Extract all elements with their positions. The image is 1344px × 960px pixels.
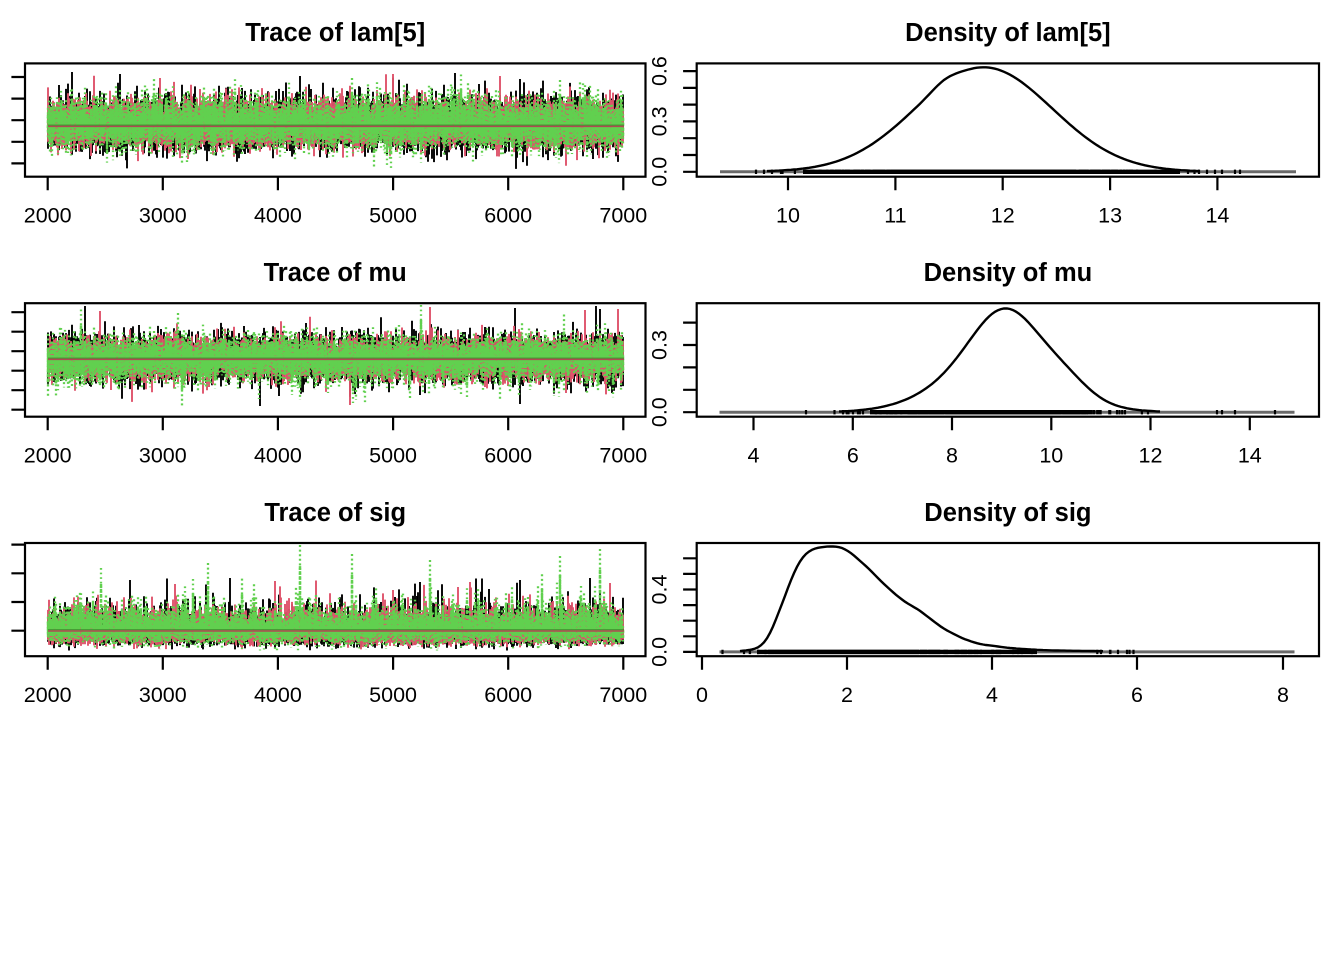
svg-text:Trace of mu: Trace of mu [264,259,407,287]
svg-text:6000: 6000 [484,683,532,707]
svg-text:5000: 5000 [369,203,417,227]
svg-text:Trace of lam[5]: Trace of lam[5] [245,19,425,47]
svg-text:13: 13 [1098,203,1122,227]
svg-text:6: 6 [847,443,859,467]
svg-text:14: 14 [1205,203,1229,227]
svg-text:4000: 4000 [254,443,302,467]
svg-text:3000: 3000 [139,683,187,707]
svg-text:4: 4 [748,443,760,467]
svg-text:Density of sig: Density of sig [924,499,1091,527]
svg-text:2000: 2000 [24,203,72,227]
svg-text:Trace of sig: Trace of sig [264,499,406,527]
svg-text:10: 10 [776,203,800,227]
svg-text:5000: 5000 [369,683,417,707]
svg-text:5000: 5000 [369,443,417,467]
svg-text:0.3: 0.3 [648,106,672,136]
svg-text:Density of mu: Density of mu [924,259,1093,287]
svg-text:10: 10 [1039,443,1063,467]
svg-text:0.4: 0.4 [648,575,672,605]
svg-text:6: 6 [1131,683,1143,707]
svg-text:3000: 3000 [139,203,187,227]
svg-text:2000: 2000 [24,683,72,707]
svg-text:0.0: 0.0 [648,637,672,667]
svg-text:7000: 7000 [599,683,647,707]
svg-text:6000: 6000 [484,203,532,227]
svg-text:8: 8 [1277,683,1289,707]
svg-text:8: 8 [946,443,958,467]
svg-text:12: 12 [991,203,1015,227]
svg-text:4000: 4000 [254,203,302,227]
svg-text:14: 14 [1238,443,1262,467]
svg-text:2000: 2000 [24,443,72,467]
svg-text:7000: 7000 [599,203,647,227]
svg-text:11: 11 [884,203,906,227]
svg-text:Density of lam[5]: Density of lam[5] [905,19,1110,47]
svg-text:0: 0 [696,683,708,707]
svg-text:6000: 6000 [484,443,532,467]
svg-text:2: 2 [841,683,853,707]
svg-text:0.6: 0.6 [648,56,672,86]
svg-text:3000: 3000 [139,443,187,467]
svg-text:4: 4 [986,683,998,707]
svg-text:12: 12 [1139,443,1163,467]
svg-text:7000: 7000 [599,443,647,467]
svg-text:4000: 4000 [254,683,302,707]
svg-text:0.3: 0.3 [648,330,672,360]
svg-text:0.0: 0.0 [648,157,672,187]
svg-text:0.0: 0.0 [648,397,672,427]
